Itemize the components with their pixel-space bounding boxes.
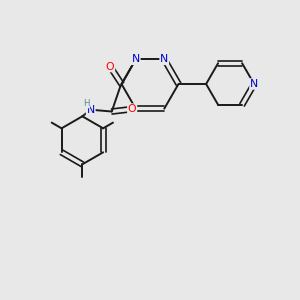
Text: N: N (87, 105, 95, 115)
Text: O: O (128, 104, 136, 114)
Text: N: N (160, 54, 168, 64)
Text: N: N (132, 54, 140, 64)
Text: H: H (83, 99, 89, 108)
Text: N: N (250, 79, 258, 89)
Text: O: O (106, 61, 114, 72)
